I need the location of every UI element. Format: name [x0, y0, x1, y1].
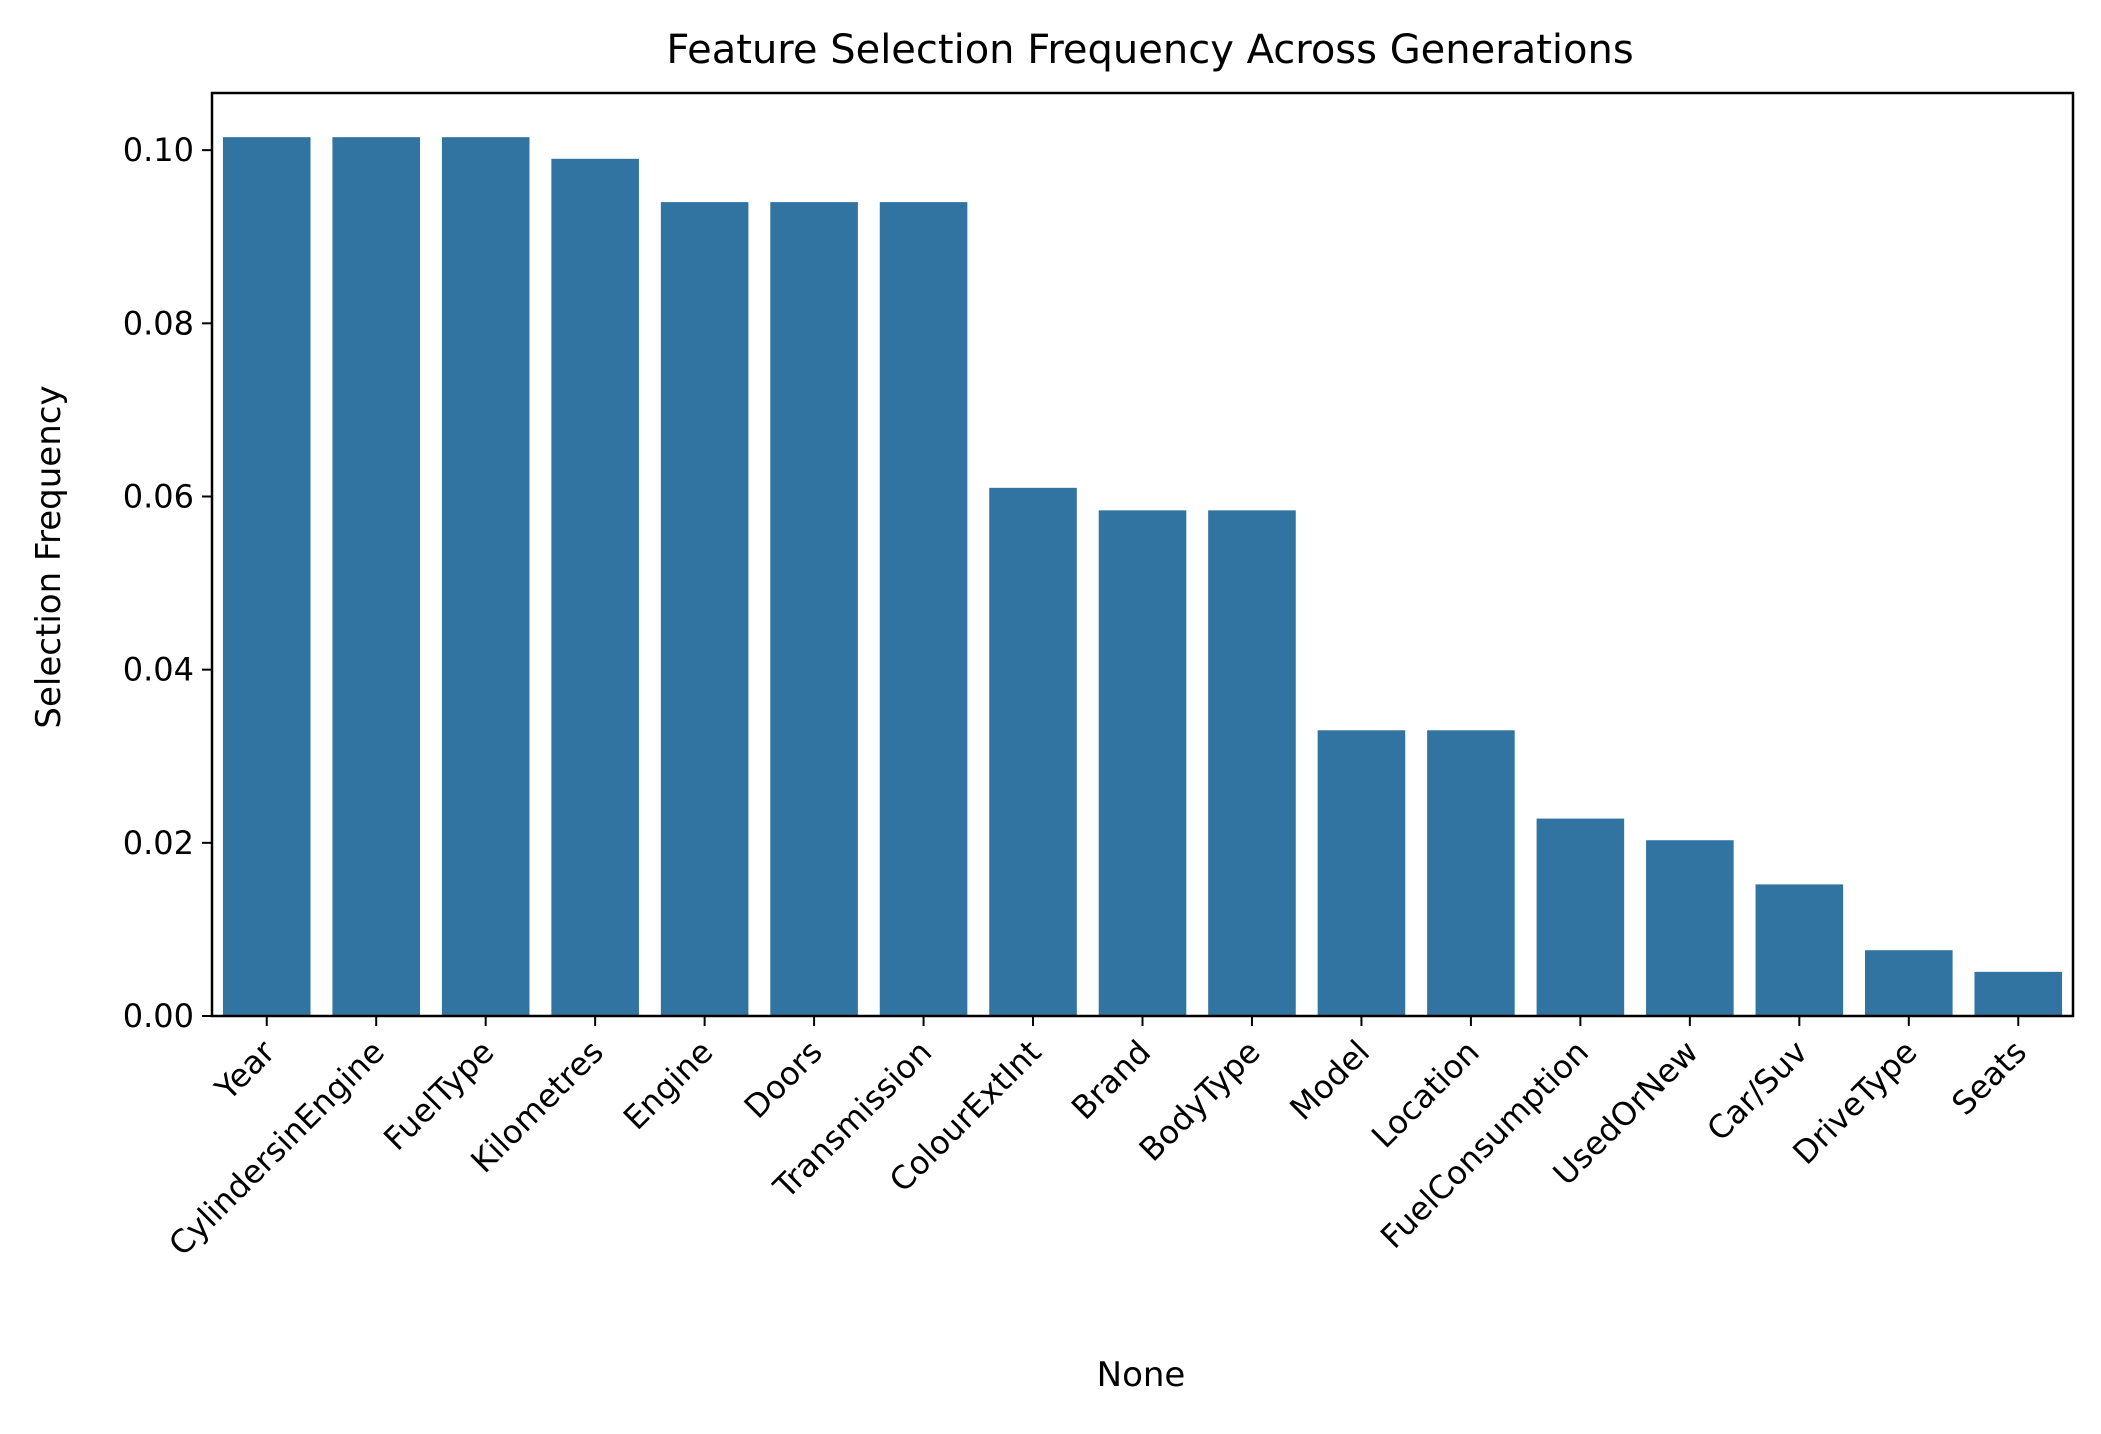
x-axis-title: None	[1097, 1355, 1186, 1395]
bar-9	[1208, 510, 1296, 1016]
bar-7	[989, 487, 1077, 1017]
y-tick-label-4: 0.08	[123, 304, 194, 342]
bar-13	[1646, 840, 1734, 1016]
chart-title: Feature Selection Frequency Across Gener…	[666, 27, 1633, 73]
bar-5	[770, 202, 858, 1017]
bar-3	[551, 158, 639, 1017]
bar-12	[1536, 818, 1625, 1016]
y-tick-label-1: 0.02	[123, 824, 194, 862]
bar-10	[1317, 730, 1406, 1016]
bar-2	[441, 137, 530, 1016]
bar-4	[660, 202, 749, 1017]
bar-16	[1974, 971, 2063, 1016]
bar-11	[1427, 730, 1515, 1016]
y-tick-label-0: 0.00	[123, 997, 194, 1035]
plot-frame	[210, 91, 2075, 1018]
bar-1	[332, 137, 420, 1016]
y-tick-label-2: 0.04	[123, 651, 194, 689]
y-axis-ticks: 0.00 0.02 0.04 0.06 0.08 0.10	[123, 131, 212, 1035]
bar-6	[879, 202, 968, 1017]
bar-15	[1865, 950, 1953, 1016]
bar-0	[222, 137, 311, 1016]
bars-group	[222, 137, 2063, 1017]
y-tick-label-3: 0.06	[123, 477, 194, 515]
bar-8	[1098, 510, 1187, 1016]
bar-14	[1755, 884, 1844, 1016]
y-tick-label-5: 0.10	[123, 131, 194, 169]
y-axis-title: Selection Frequency	[29, 385, 69, 728]
